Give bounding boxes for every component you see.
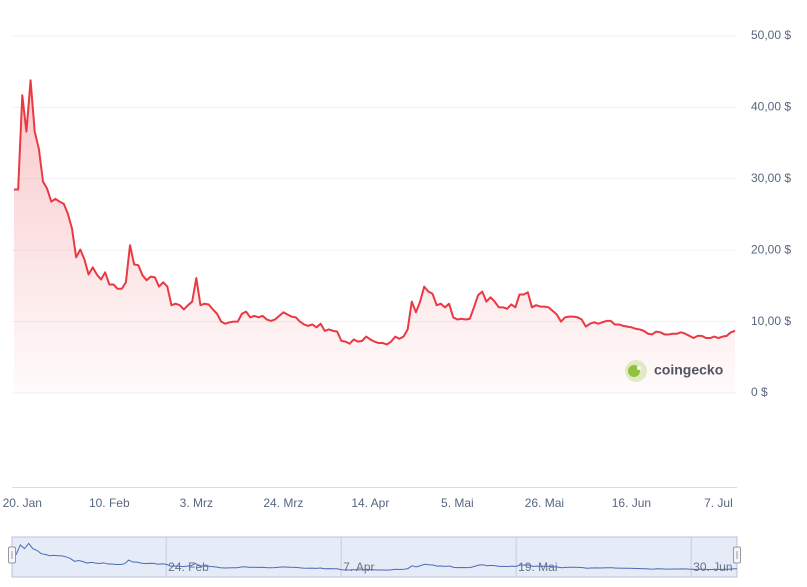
y-tick-label: 40,00 $ <box>751 100 791 114</box>
navigator-tick-label: 24. Feb <box>168 560 209 574</box>
navigator-tick-label: 19. Mai <box>518 560 557 574</box>
y-tick-label: 10,00 $ <box>751 314 791 328</box>
x-tick-label: 24. Mrz <box>263 496 303 510</box>
x-tick-label: 3. Mrz <box>180 496 213 510</box>
x-tick-label: 16. Jun <box>612 496 651 510</box>
y-tick-label: 30,00 $ <box>751 171 791 185</box>
x-tick-label: 20. Jan <box>3 496 42 510</box>
price-area <box>14 80 735 394</box>
navigator-tick-label: 7. Apr <box>343 560 374 574</box>
price-line <box>14 79 736 346</box>
x-tick-label: 10. Feb <box>89 496 130 510</box>
y-tick-label: 50,00 $ <box>751 28 791 42</box>
x-tick-label: 26. Mai <box>525 496 564 510</box>
x-tick-label: 7. Jul <box>704 496 733 510</box>
y-tick-label: 0 $ <box>751 385 768 399</box>
x-tick-label: 5. Mai <box>441 496 474 510</box>
y-tick-label: 20,00 $ <box>751 242 791 256</box>
navigator-tick-label: 30. Jun <box>693 560 732 574</box>
navigator-line <box>12 542 738 571</box>
navigator <box>11 536 738 578</box>
x-tick-label: 14. Apr <box>351 496 389 510</box>
